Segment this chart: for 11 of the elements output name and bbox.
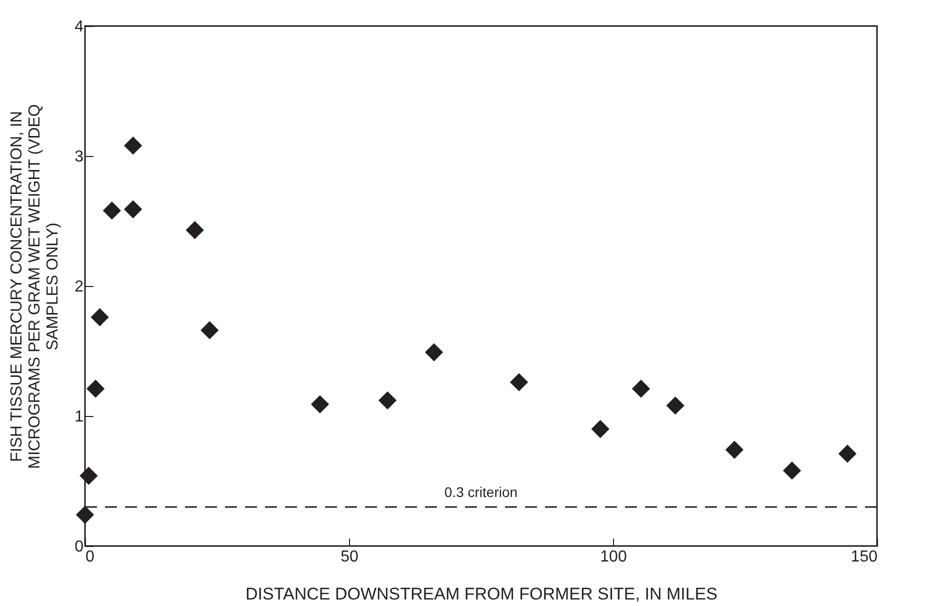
y-axis-title: FISH TISSUE MERCURY CONCENTRATION, IN MICROGRAMS PER GRAM WET WEIGHT (VDEQ SAMPLES ONLY) bbox=[8, 104, 62, 469]
y-tick-label: 3 bbox=[74, 148, 84, 166]
y-tick-label: 4 bbox=[74, 18, 84, 36]
x-axis-title: DISTANCE DOWNSTREAM FROM FORMER SITE, IN MILES bbox=[246, 584, 718, 604]
x-tick-label: 50 bbox=[340, 548, 358, 566]
y-tick-label: 2 bbox=[74, 278, 84, 296]
x-tick-label: 100 bbox=[600, 548, 627, 566]
x-tick-label: 0 bbox=[86, 548, 94, 566]
x-tick-label: 150 bbox=[850, 548, 878, 566]
ref-line-label: 0.3 criterion bbox=[444, 484, 518, 500]
y-tick-label: 1 bbox=[74, 408, 84, 426]
